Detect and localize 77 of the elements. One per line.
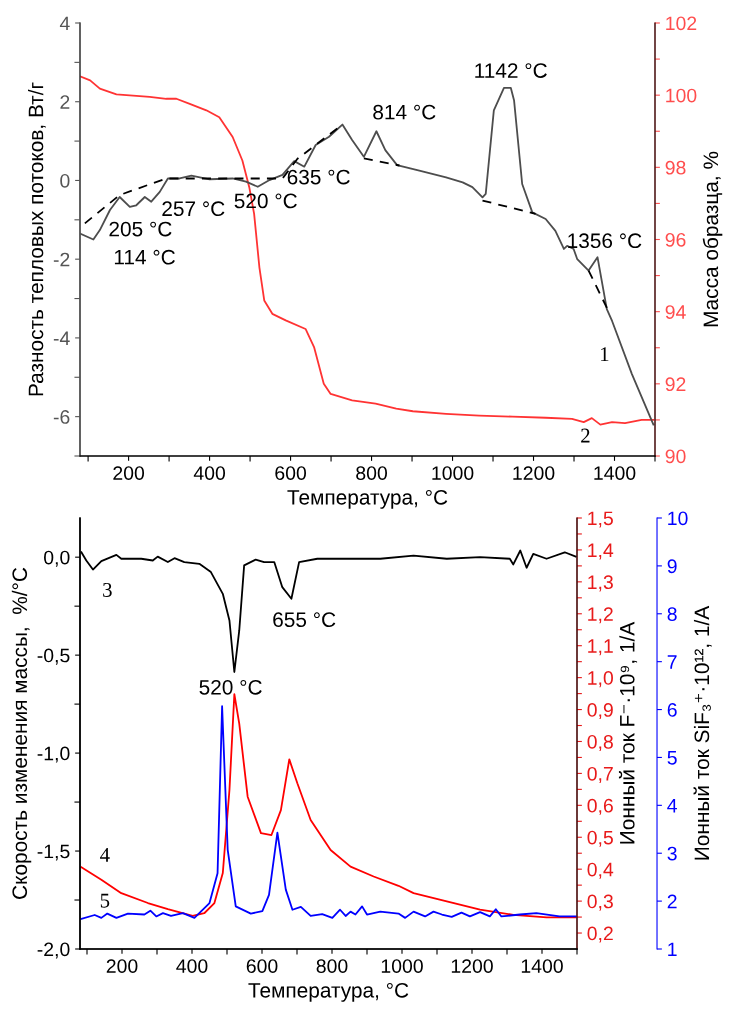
x-tick-label: 200 (113, 466, 145, 480)
y3-tick-label: 2 (667, 894, 677, 909)
y2-tick-label: 96 (665, 232, 686, 247)
y2-tick-label: 0,3 (587, 894, 613, 911)
y2-tick-label: 1,2 (588, 607, 613, 624)
x-tick-label: 1400 (594, 466, 636, 480)
annotation: 1142 °C (475, 63, 547, 78)
annotation: 655 °C (273, 612, 336, 628)
y2-tick-label: 0,9 (587, 703, 613, 720)
y2-axis-title: Ионный ток F⁻·10⁹, 1/A (618, 621, 638, 844)
x-tick-label: 1000 (381, 959, 423, 973)
annotation: 520 °C (199, 679, 262, 695)
y-axis-title: Разность тепловых потоков, Вт/г (28, 82, 46, 396)
annotation: 114 °C (114, 249, 175, 265)
y-tick-label: -1,5 (37, 844, 70, 861)
annotation: 2 (581, 428, 590, 443)
annotation: 205 °C (109, 221, 172, 237)
y3-tick-label: 5 (667, 751, 677, 765)
y-tick-label: -4 (53, 331, 70, 345)
x-tick-label: 1200 (451, 959, 493, 973)
x-tick-label: 200 (106, 959, 138, 973)
x-tick-label: 800 (316, 959, 348, 973)
x-tick-label: 1400 (521, 959, 563, 973)
y2-tick-label: 100 (666, 88, 697, 103)
y2-tick-label: 0,8 (587, 734, 613, 752)
x-tick-label: 600 (275, 466, 307, 480)
y-tick-label: -0,5 (37, 648, 70, 665)
x-tick-label: 400 (193, 466, 226, 480)
annotation: 4 (100, 848, 110, 862)
y3-tick-label: 6 (667, 703, 677, 717)
y2-tick-label: 98 (665, 160, 686, 175)
y2-tick-label: 1,0 (588, 671, 613, 688)
y2-tick-label: 1,5 (588, 511, 613, 528)
y-tick-label: -2 (53, 252, 70, 267)
y3-tick-label: 1 (668, 942, 677, 957)
x-tick-label: 600 (246, 959, 278, 973)
y3-tick-label: 9 (667, 559, 677, 574)
y2-tick-label: 0,6 (587, 798, 613, 815)
y-tick-label: 0 (60, 173, 70, 188)
y2-tick-label: 1,3 (588, 575, 613, 592)
y-tick-label: -1,0 (37, 746, 70, 763)
annotation: 1 (601, 347, 609, 361)
y2-tick-label: 0,7 (587, 766, 613, 783)
x-tick-label: 1000 (432, 466, 474, 480)
x-axis-title: Температура, °C (248, 982, 409, 1002)
y2-tick-label: 90 (665, 449, 686, 464)
y2-tick-label: 92 (665, 377, 686, 392)
annotation: 814 °C (373, 104, 436, 120)
y-tick-label: 0,0 (44, 550, 70, 567)
y2-tick-label: 0,5 (587, 830, 613, 847)
annotation: 1356 °C (568, 233, 642, 249)
annotation: 257 °C (162, 201, 225, 217)
y-tick-label: -6 (53, 410, 70, 424)
annotation: 3 (103, 582, 112, 597)
y3-tick-label: 10 (668, 511, 688, 526)
y3-tick-label: 4 (667, 799, 677, 813)
y2-tick-label: 0,2 (587, 926, 613, 943)
y2-tick-label: 94 (665, 305, 686, 319)
y2-tick-label: 102 (666, 16, 697, 31)
y2-tick-label: 1,4 (588, 543, 614, 560)
y-axis-title: Скорость изменения массы, %/°C (11, 567, 32, 899)
annotation: 635 °C (287, 169, 350, 185)
y3-tick-label: 8 (667, 607, 677, 622)
x-tick-label: 400 (176, 959, 208, 973)
y3-axis-title: Ионный ток SiF₃⁺·10¹², 1/A (693, 605, 712, 860)
x-axis-title: Температура, °C (287, 489, 448, 509)
y-tick-label: 2 (60, 95, 70, 109)
x-tick-label: 800 (356, 466, 388, 480)
y-tick-label: -2,0 (37, 942, 70, 959)
y2-tick-label: 0,4 (587, 862, 614, 879)
y2-tick-label: 1,1 (588, 639, 613, 656)
annotation: 5 (100, 893, 110, 908)
x-tick-label: 1200 (513, 466, 555, 480)
y-tick-label: 4 (59, 16, 70, 31)
y3-tick-label: 7 (667, 655, 677, 669)
y2-axis-title: Масса образца, % (702, 151, 723, 327)
y3-tick-label: 3 (667, 846, 677, 861)
